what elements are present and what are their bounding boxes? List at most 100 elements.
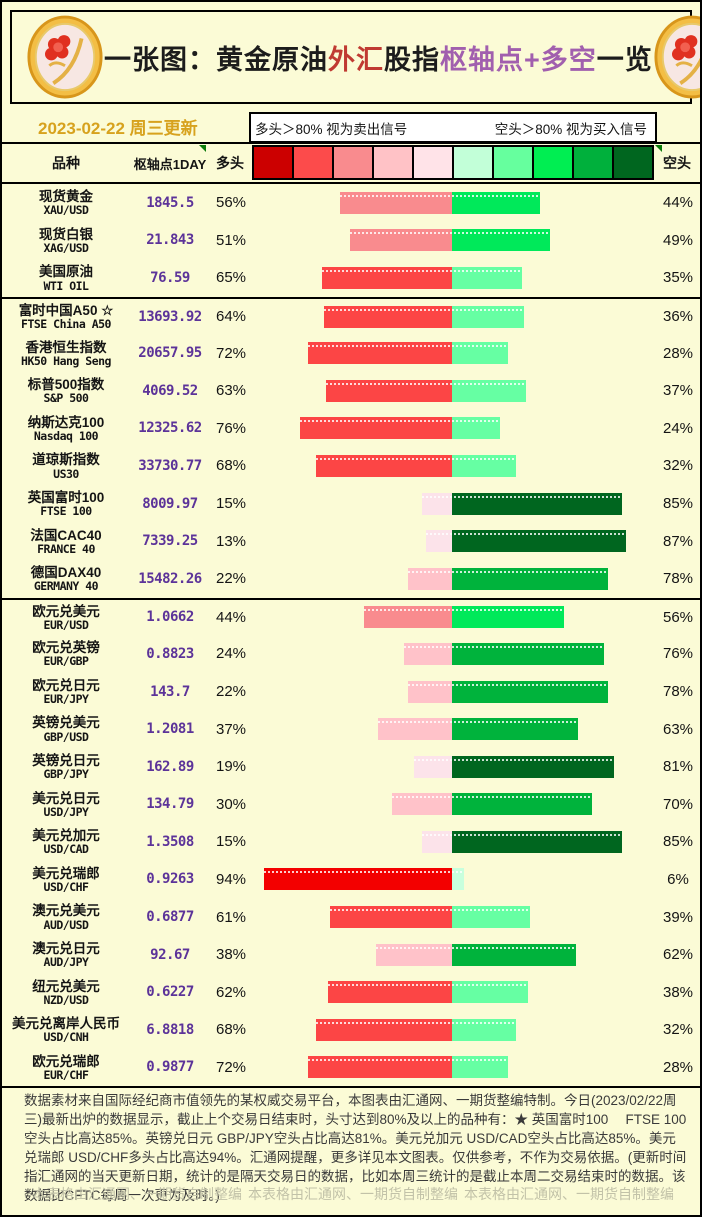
long-short-bar: [252, 259, 652, 297]
long-bar: [324, 305, 452, 328]
instrument-code: EUR/GBP: [43, 654, 89, 669]
short-pct: 37%: [662, 382, 694, 400]
update-date: 2023-02-22 周三更新: [38, 119, 198, 138]
table-row: 标普500指数 S&P 500 4069.52 63% 37%: [2, 372, 700, 410]
instrument-code: US30: [53, 466, 79, 481]
instrument-name-cell: 欧元兑英镑 EUR/GBP: [2, 640, 130, 669]
instrument-name: 英镑兑日元: [32, 753, 100, 769]
instrument-code: HK50 Hang Seng: [21, 353, 111, 368]
instrument-code: EUR/USD: [43, 617, 89, 632]
long-short-bar: [252, 372, 652, 410]
column-header-short: 空头: [663, 155, 691, 171]
instrument-name: 纳斯达克100: [27, 414, 105, 430]
long-bar: [408, 680, 452, 703]
short-pct: 44%: [662, 194, 694, 212]
scale-swatch: [292, 145, 334, 180]
long-short-bar: [252, 600, 652, 636]
long-short-bar: [252, 1049, 652, 1087]
instrument-name-cell: 英国富时100 FTSE 100: [2, 490, 130, 517]
long-bar: [328, 981, 452, 1004]
long-bar: [378, 718, 452, 741]
bar-highlight: [316, 1021, 516, 1024]
long-short-bar: [252, 485, 652, 523]
instrument-code: XAU/USD: [43, 203, 89, 218]
long-pct: 65%: [215, 269, 247, 287]
instrument-name: 美元兑加元: [32, 828, 100, 844]
bar-highlight: [330, 909, 530, 912]
instrument-code: USD/CNH: [43, 1030, 89, 1045]
short-bar: [452, 906, 530, 929]
instrument-code: USD/CAD: [43, 842, 89, 857]
instrument-name-cell: 法国CAC40 FRANCE 40: [2, 528, 130, 555]
long-bar: [422, 492, 452, 515]
title-segment: 枢轴点+多空: [440, 44, 597, 75]
pivot-value: 143.7: [150, 683, 190, 700]
long-bar: [308, 1056, 452, 1079]
coin-right-icon: [654, 15, 700, 99]
long-pct: 56%: [215, 194, 247, 212]
long-pct: 68%: [215, 1021, 247, 1039]
pivot-value: 6.8818: [146, 1021, 194, 1038]
instrument-name: 欧元兑瑞郎: [32, 1053, 100, 1069]
instrument-code: FTSE China A50: [21, 317, 111, 332]
instrument-code: GBP/JPY: [43, 767, 89, 782]
short-pct: 76%: [662, 645, 694, 663]
table-row: 美元兑加元 USD/CAD 1.3508 15% 85%: [2, 823, 700, 861]
bar-highlight: [378, 721, 578, 724]
short-pct: 81%: [662, 758, 694, 776]
instrument-name: 香港恒生指数: [25, 339, 107, 355]
pivot-value: 162.89: [146, 758, 194, 775]
short-pct: 63%: [662, 720, 694, 738]
instrument-code: NZD/USD: [43, 992, 89, 1007]
short-bar: [452, 417, 500, 440]
page-title: 一张图：黄金原油外汇股指枢轴点+多空一览: [104, 38, 653, 77]
pivot-value: 0.6877: [146, 909, 194, 926]
short-bar: [452, 830, 622, 853]
long-bar: [426, 530, 452, 553]
long-pct: 72%: [215, 344, 247, 362]
instrument-name-cell: 现货黄金 XAU/USD: [2, 189, 130, 216]
long-pct: 30%: [215, 795, 247, 813]
instrument-name-cell: 现货白银 XAG/USD: [2, 227, 130, 254]
bar-highlight: [328, 984, 528, 987]
long-short-bar: [252, 710, 652, 748]
title-segment: 外汇: [328, 44, 384, 75]
title-segment: 一张图：黄金原油: [104, 44, 328, 75]
long-bar: [316, 454, 452, 477]
long-pct: 62%: [215, 983, 247, 1001]
short-pct: 39%: [662, 908, 694, 926]
short-bar: [452, 1018, 516, 1041]
instrument-name: 现货黄金: [39, 189, 93, 205]
long-pct: 19%: [215, 758, 247, 776]
table-row: 道琼斯指数 US30 33730.77 68% 32%: [2, 447, 700, 485]
table-row: 英镑兑日元 GBP/JPY 162.89 19% 81%: [2, 748, 700, 786]
instrument-code: GERMANY 40: [33, 579, 99, 594]
long-pct: 38%: [215, 946, 247, 964]
long-short-bar: [252, 184, 652, 222]
short-pct: 87%: [662, 532, 694, 550]
instrument-name: 富时中国A50 ☆: [18, 302, 114, 318]
table-row: 德国DAX40 GERMANY 40 15482.26 22% 78%: [2, 560, 700, 598]
scale-swatch: [452, 145, 494, 180]
table-row: 香港恒生指数 HK50 Hang Seng 20657.95 72% 28%: [2, 334, 700, 372]
long-short-bar: [252, 447, 652, 485]
long-bar: [408, 567, 452, 590]
pivot-value: 0.9877: [146, 1059, 194, 1076]
bar-highlight: [404, 645, 604, 648]
short-bar: [452, 793, 592, 816]
instrument-name: 道琼斯指数: [32, 452, 100, 468]
long-pct: 44%: [215, 608, 247, 626]
long-short-bar: [252, 936, 652, 974]
instrument-name: 美元兑瑞郎: [32, 865, 100, 881]
instrument-name-cell: 英镑兑日元 GBP/JPY: [2, 753, 130, 780]
bar-highlight: [408, 683, 608, 686]
short-bar: [452, 492, 622, 515]
short-pct: 6%: [667, 870, 689, 888]
instrument-name-cell: 英镑兑美元 GBP/USD: [2, 715, 130, 743]
instrument-name-cell: 标普500指数 S&P 500: [2, 377, 130, 404]
table-row: 美元兑日元 USD/JPY 134.79 30% 70%: [2, 786, 700, 824]
long-bar: [308, 342, 452, 365]
instrument-name-cell: 欧元兑美元 EUR/USD: [2, 604, 130, 631]
credit-text: 本表格由汇通网、一期货自制整编: [464, 1186, 674, 1202]
table-row: 欧元兑瑞郎 EUR/CHF 0.9877 72% 28%: [2, 1049, 700, 1087]
